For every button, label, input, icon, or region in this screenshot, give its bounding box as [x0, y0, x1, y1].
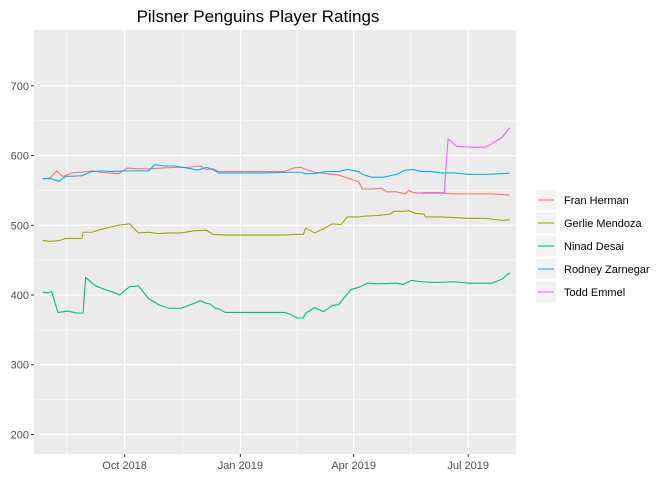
chart-title: Pilsner Penguins Player Ratings	[137, 7, 380, 26]
legend-item-fran-herman: Fran Herman	[536, 190, 629, 210]
legend-label: Fran Herman	[564, 195, 629, 207]
series-line-ninad-desai	[42, 272, 511, 319]
legend-label: Todd Emmel	[564, 287, 625, 299]
series-line-todd-emmel	[415, 127, 511, 194]
legend-item-gerlie-mendoza: Gerlie Mendoza	[536, 213, 643, 233]
x-tick-label: Oct 2018	[102, 460, 147, 472]
panel-background	[34, 30, 516, 454]
legend-label: Ninad Desai	[564, 241, 624, 253]
legend-label: Rodney Zarnegar	[564, 264, 650, 276]
y-tick-label: 600	[11, 151, 29, 163]
series-line-fran-herman	[42, 165, 510, 196]
series-line-rodney-zarnegar	[42, 164, 510, 182]
plot-panel	[34, 30, 516, 454]
x-tick-label: Jan 2019	[218, 460, 263, 472]
x-tick-label: Jul 2019	[447, 460, 489, 472]
y-tick-label: 200	[11, 429, 29, 441]
series-line-gerlie-mendoza	[42, 210, 510, 242]
legend-item-ninad-desai: Ninad Desai	[536, 236, 624, 256]
axes: 200 300 400 500 600 700 Oct 2018 Jan 2019 Apr 20…	[11, 81, 489, 472]
y-tick-label: 300	[11, 360, 29, 372]
legend-item-rodney-zarnegar: Rodney Zarnegar	[536, 259, 650, 279]
x-tick-label: Apr 2019	[331, 460, 376, 472]
y-tick-label: 400	[11, 290, 29, 302]
legend-item-todd-emmel: Todd Emmel	[536, 282, 625, 302]
legend-label: Gerlie Mendoza	[564, 218, 643, 230]
legend: Fran Herman Gerlie Mendoza Ninad Desai Rodn…	[536, 190, 650, 302]
y-tick-label: 500	[11, 220, 29, 232]
y-tick-label: 700	[11, 81, 29, 93]
series-lines	[42, 127, 511, 319]
